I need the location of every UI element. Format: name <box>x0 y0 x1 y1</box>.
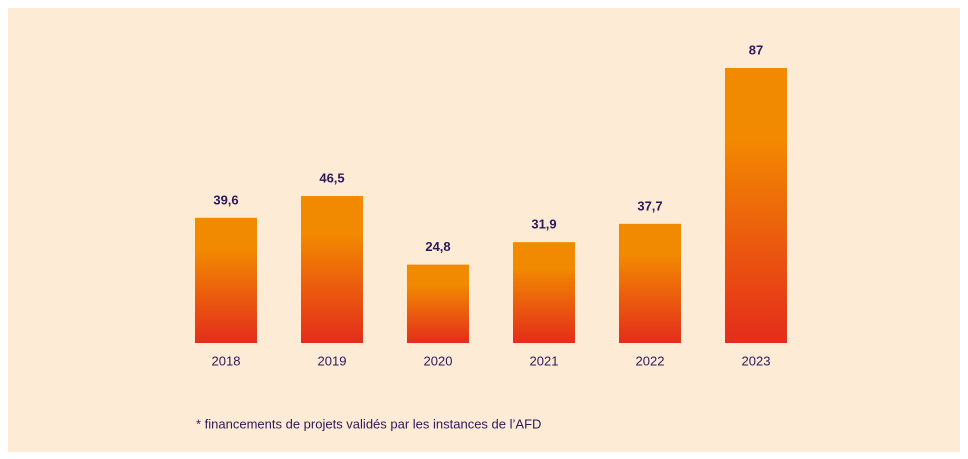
bar <box>619 223 681 343</box>
x-tick-label: 2019 <box>318 353 347 368</box>
bar <box>725 68 787 343</box>
x-tick-label: 2022 <box>636 353 665 368</box>
bar <box>407 264 469 343</box>
value-label: 24,8 <box>425 239 450 254</box>
value-label: 46,5 <box>319 170 344 185</box>
bar <box>513 242 575 343</box>
x-tick-label: 2021 <box>530 353 559 368</box>
bar <box>301 196 363 343</box>
chart-background <box>8 8 960 452</box>
x-tick-label: 2020 <box>424 353 453 368</box>
value-label: 39,6 <box>213 192 238 207</box>
x-tick-label: 2023 <box>742 353 771 368</box>
footnote: * financements de projets validés par le… <box>196 416 541 431</box>
value-label: 37,7 <box>637 198 662 213</box>
x-tick-label: 2018 <box>212 353 241 368</box>
value-label: 87 <box>749 42 763 57</box>
value-label: 31,9 <box>531 217 556 232</box>
bar <box>195 217 257 343</box>
